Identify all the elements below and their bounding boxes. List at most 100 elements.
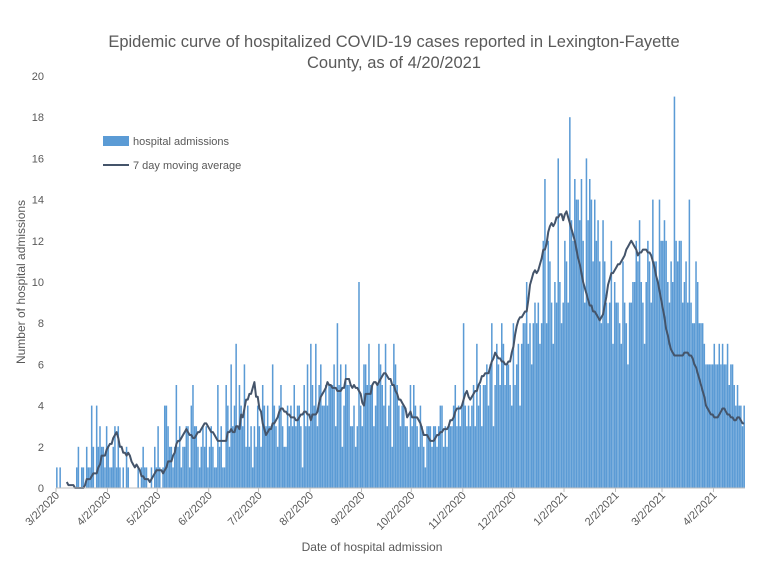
bar bbox=[383, 405, 385, 488]
bar bbox=[200, 446, 203, 488]
bar bbox=[510, 405, 513, 488]
bar bbox=[388, 405, 390, 488]
bar bbox=[369, 385, 372, 488]
bar bbox=[677, 261, 679, 488]
bar bbox=[366, 385, 369, 488]
bar bbox=[627, 364, 629, 488]
bar bbox=[741, 426, 744, 488]
bar bbox=[368, 343, 370, 488]
bar bbox=[125, 446, 128, 488]
bar bbox=[346, 385, 349, 488]
bar bbox=[499, 385, 501, 488]
bar bbox=[642, 302, 644, 488]
bar bbox=[276, 446, 279, 488]
bar bbox=[421, 426, 423, 488]
bar bbox=[436, 446, 438, 488]
bar bbox=[336, 323, 339, 488]
bar bbox=[547, 240, 550, 488]
bar bbox=[389, 385, 392, 488]
bar bbox=[431, 446, 433, 488]
bar bbox=[711, 364, 714, 488]
bar bbox=[650, 302, 652, 488]
bar bbox=[325, 385, 327, 488]
bar bbox=[603, 261, 606, 488]
bar bbox=[589, 179, 591, 488]
bar bbox=[681, 302, 684, 488]
bar bbox=[185, 426, 188, 488]
bar bbox=[376, 385, 379, 488]
chart-title-line2: County, as of 4/20/2021 bbox=[307, 54, 481, 72]
bar bbox=[280, 385, 282, 488]
bar bbox=[178, 426, 181, 488]
bar bbox=[545, 323, 548, 488]
bar bbox=[419, 405, 422, 488]
bar bbox=[552, 343, 555, 488]
bar bbox=[168, 446, 171, 488]
bar bbox=[457, 405, 460, 488]
bar bbox=[658, 199, 661, 488]
bar bbox=[607, 323, 609, 488]
bar bbox=[487, 405, 490, 488]
bar bbox=[348, 385, 350, 488]
bar bbox=[396, 385, 398, 488]
bar bbox=[333, 364, 335, 488]
bar bbox=[686, 302, 689, 488]
bar bbox=[575, 199, 578, 488]
bar bbox=[157, 426, 159, 488]
bar bbox=[703, 343, 706, 488]
bar bbox=[265, 426, 267, 488]
bar bbox=[673, 96, 676, 488]
bar bbox=[261, 385, 264, 488]
bar bbox=[278, 405, 281, 488]
bar bbox=[580, 179, 583, 488]
bar bbox=[668, 302, 671, 488]
bar bbox=[190, 405, 193, 488]
bar bbox=[172, 467, 174, 488]
bar bbox=[544, 179, 546, 488]
bar bbox=[413, 385, 415, 488]
bar bbox=[215, 467, 217, 488]
bar bbox=[246, 405, 249, 488]
bar bbox=[281, 426, 284, 488]
bar bbox=[577, 199, 579, 488]
bar bbox=[114, 426, 116, 488]
bar bbox=[449, 426, 452, 488]
bar bbox=[422, 446, 425, 488]
bar bbox=[411, 426, 413, 488]
bar bbox=[598, 261, 601, 488]
bar bbox=[159, 467, 161, 488]
bar bbox=[170, 446, 173, 488]
y-tick-label: 0 bbox=[38, 483, 44, 495]
bar bbox=[695, 261, 697, 488]
bar bbox=[187, 426, 189, 488]
bar bbox=[570, 220, 573, 488]
bar bbox=[295, 426, 297, 488]
bar bbox=[643, 343, 646, 488]
bar bbox=[524, 323, 526, 488]
bar bbox=[501, 323, 503, 488]
bar bbox=[613, 282, 616, 488]
bar bbox=[298, 405, 300, 488]
bar bbox=[652, 199, 654, 488]
bar bbox=[82, 467, 85, 488]
bar bbox=[665, 240, 667, 488]
bar bbox=[77, 446, 80, 488]
bar bbox=[251, 467, 254, 488]
bar bbox=[356, 426, 359, 488]
bar bbox=[117, 426, 120, 488]
bar bbox=[509, 385, 511, 488]
bar bbox=[579, 220, 581, 488]
bar bbox=[378, 343, 380, 488]
x-tick-label: 4/2/2021 bbox=[681, 490, 720, 529]
x-tick-label: 2/2/2021 bbox=[583, 490, 622, 529]
bar bbox=[574, 179, 576, 488]
bar bbox=[296, 405, 299, 488]
bar bbox=[349, 426, 352, 488]
bar bbox=[653, 261, 656, 488]
bar bbox=[623, 302, 626, 488]
bar bbox=[587, 220, 589, 488]
bar bbox=[323, 405, 325, 488]
bar bbox=[736, 385, 739, 488]
bar bbox=[305, 426, 307, 488]
bar bbox=[735, 405, 737, 488]
